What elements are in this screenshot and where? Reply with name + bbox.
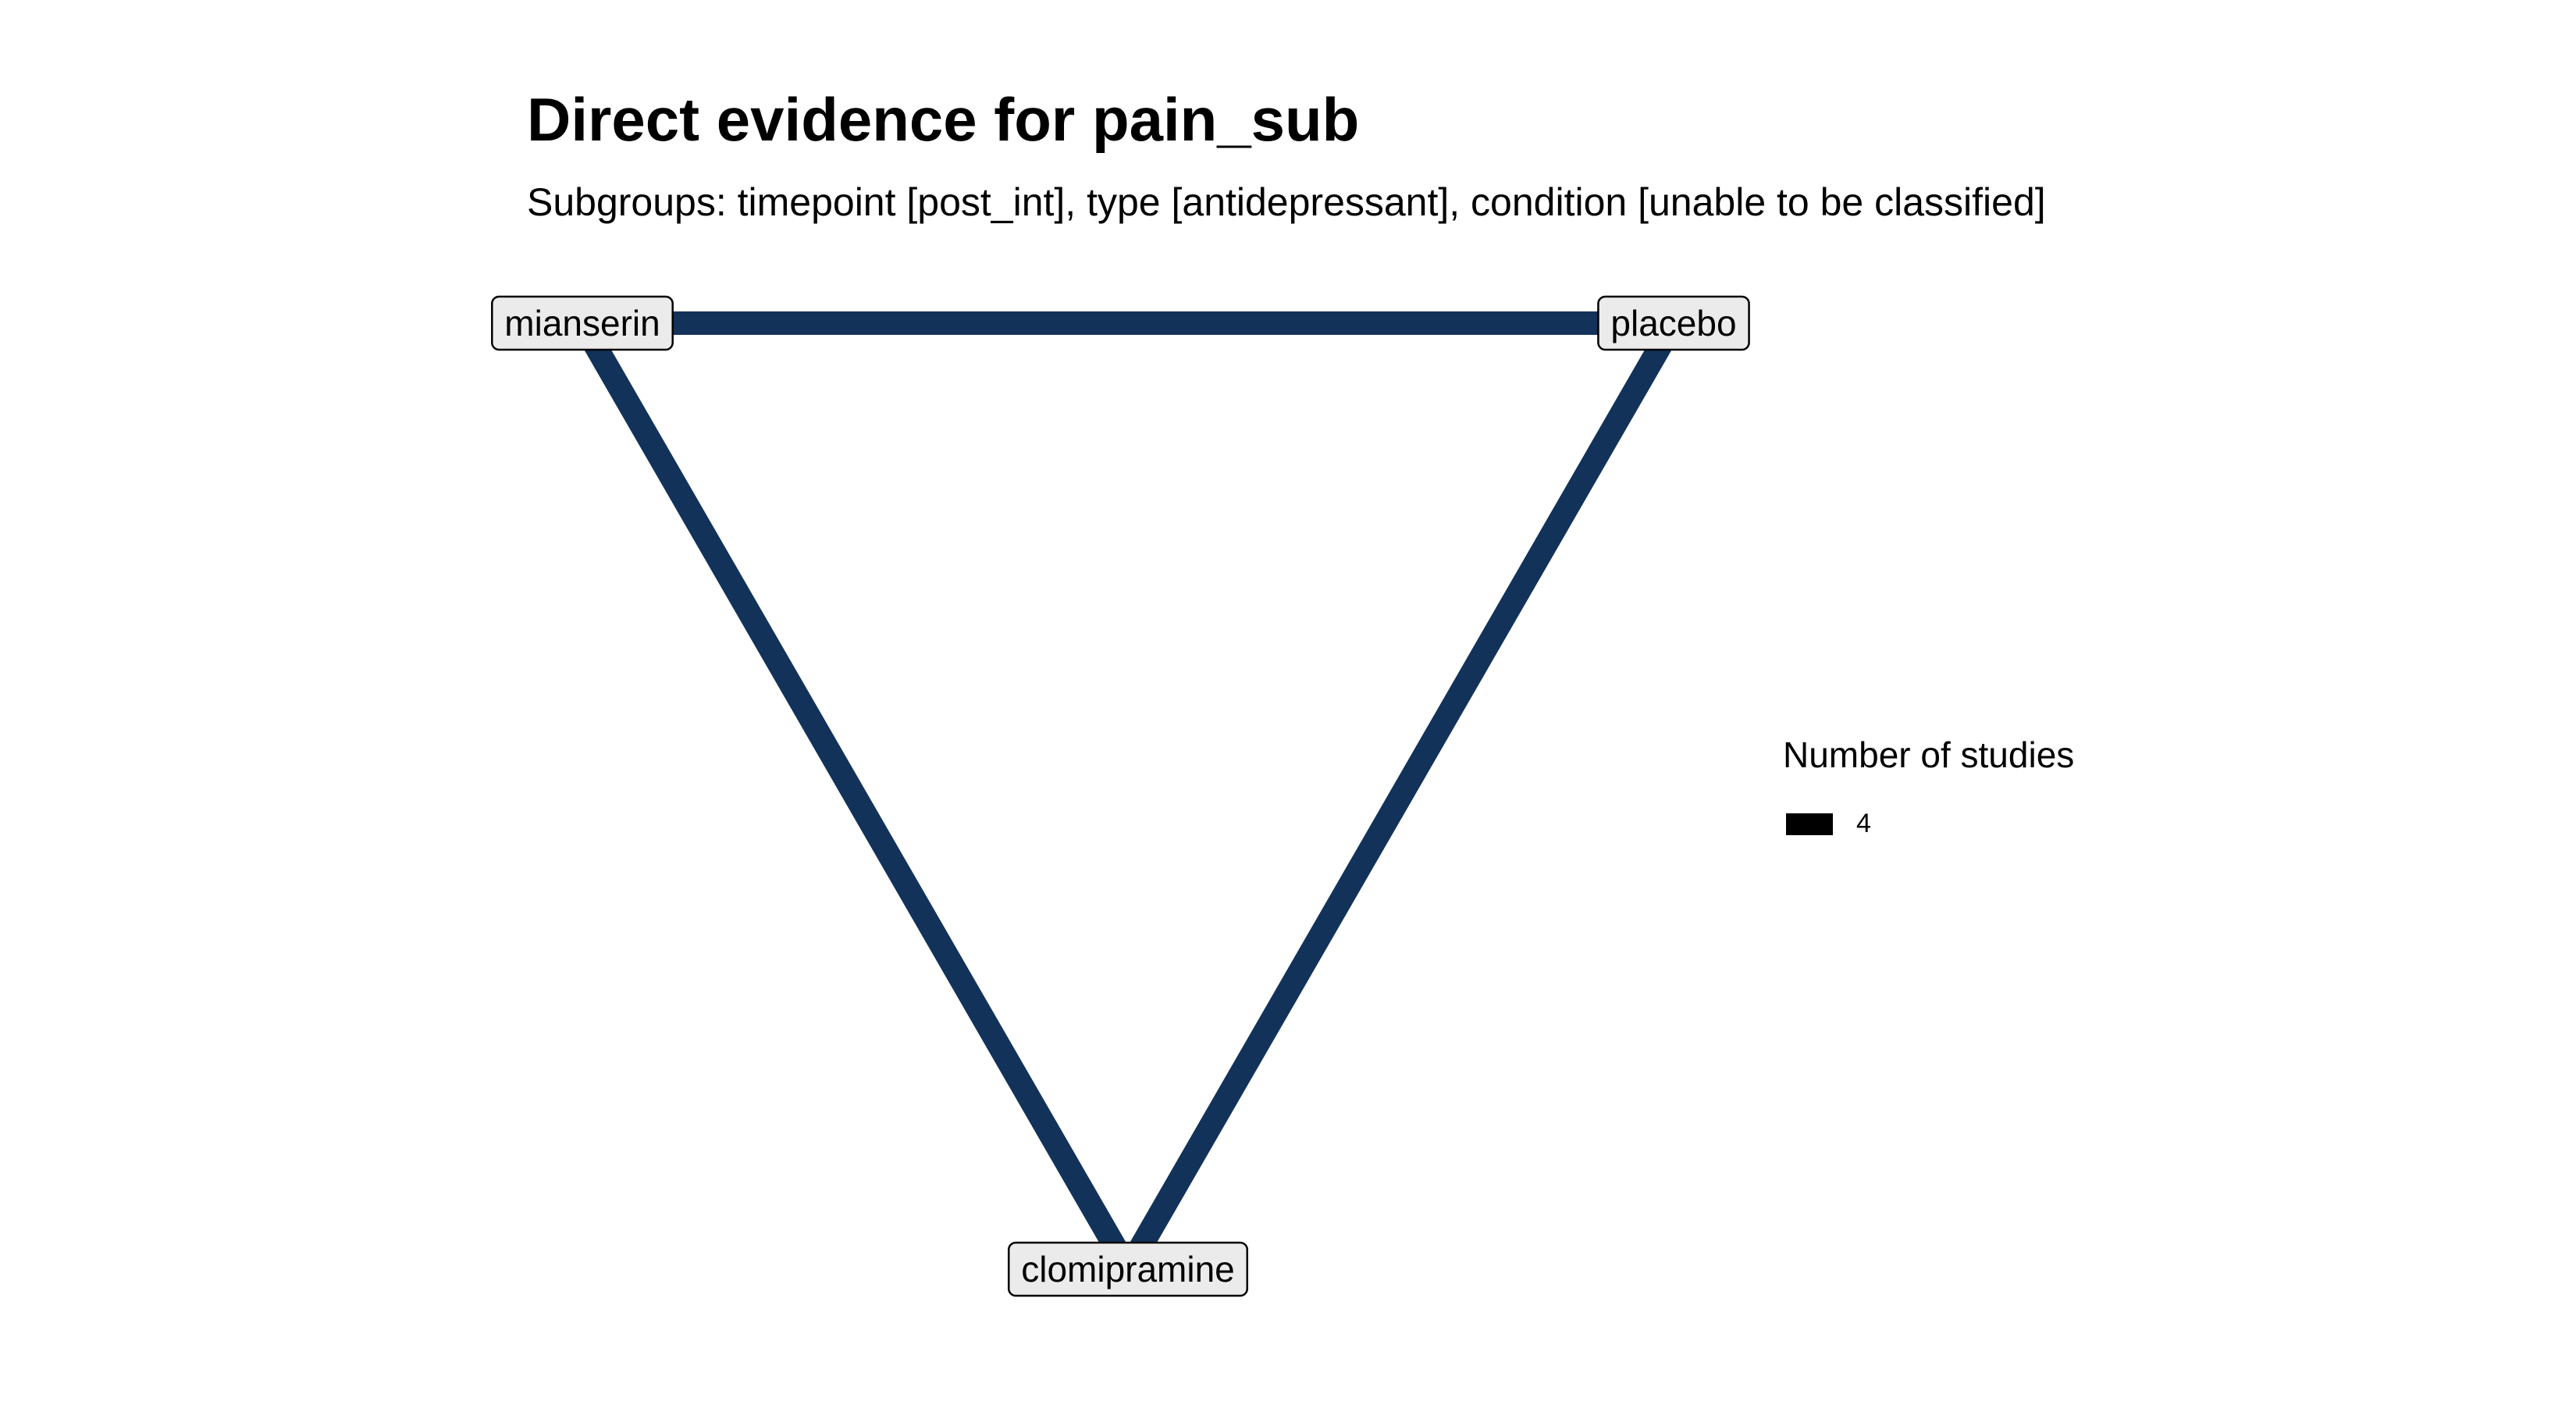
node-label: placebo	[1610, 303, 1736, 343]
node-box	[1007, 1241, 1249, 1297]
legend: Number of studies 4	[1783, 734, 2075, 838]
node-label: mianserin	[504, 303, 660, 343]
node-mianserin: mianserin	[491, 295, 674, 351]
legend-item: 4	[1786, 809, 1871, 839]
chart-subtitle: Subgroups: timepoint [post_int], type [a…	[527, 180, 2046, 224]
chart-title: Direct evidence for pain_sub	[527, 85, 1360, 154]
edge-placebo-clomipramine	[1118, 317, 1684, 1275]
node-box	[1597, 295, 1750, 351]
legend-item-label: 4	[1856, 809, 1871, 838]
nodes-layer: mianserin placebo clomipramine	[491, 295, 1750, 1297]
legend-title: Number of studies	[1783, 735, 2075, 775]
legend-key-swatch	[1786, 813, 1833, 835]
edge-mianserin-clomipramine	[572, 317, 1138, 1275]
node-clomipramine: clomipramine	[1007, 1241, 1249, 1297]
node-label: clomipramine	[1021, 1249, 1235, 1289]
node-box	[491, 295, 674, 351]
edges-layer	[572, 311, 1684, 1275]
node-placebo: placebo	[1597, 295, 1750, 351]
